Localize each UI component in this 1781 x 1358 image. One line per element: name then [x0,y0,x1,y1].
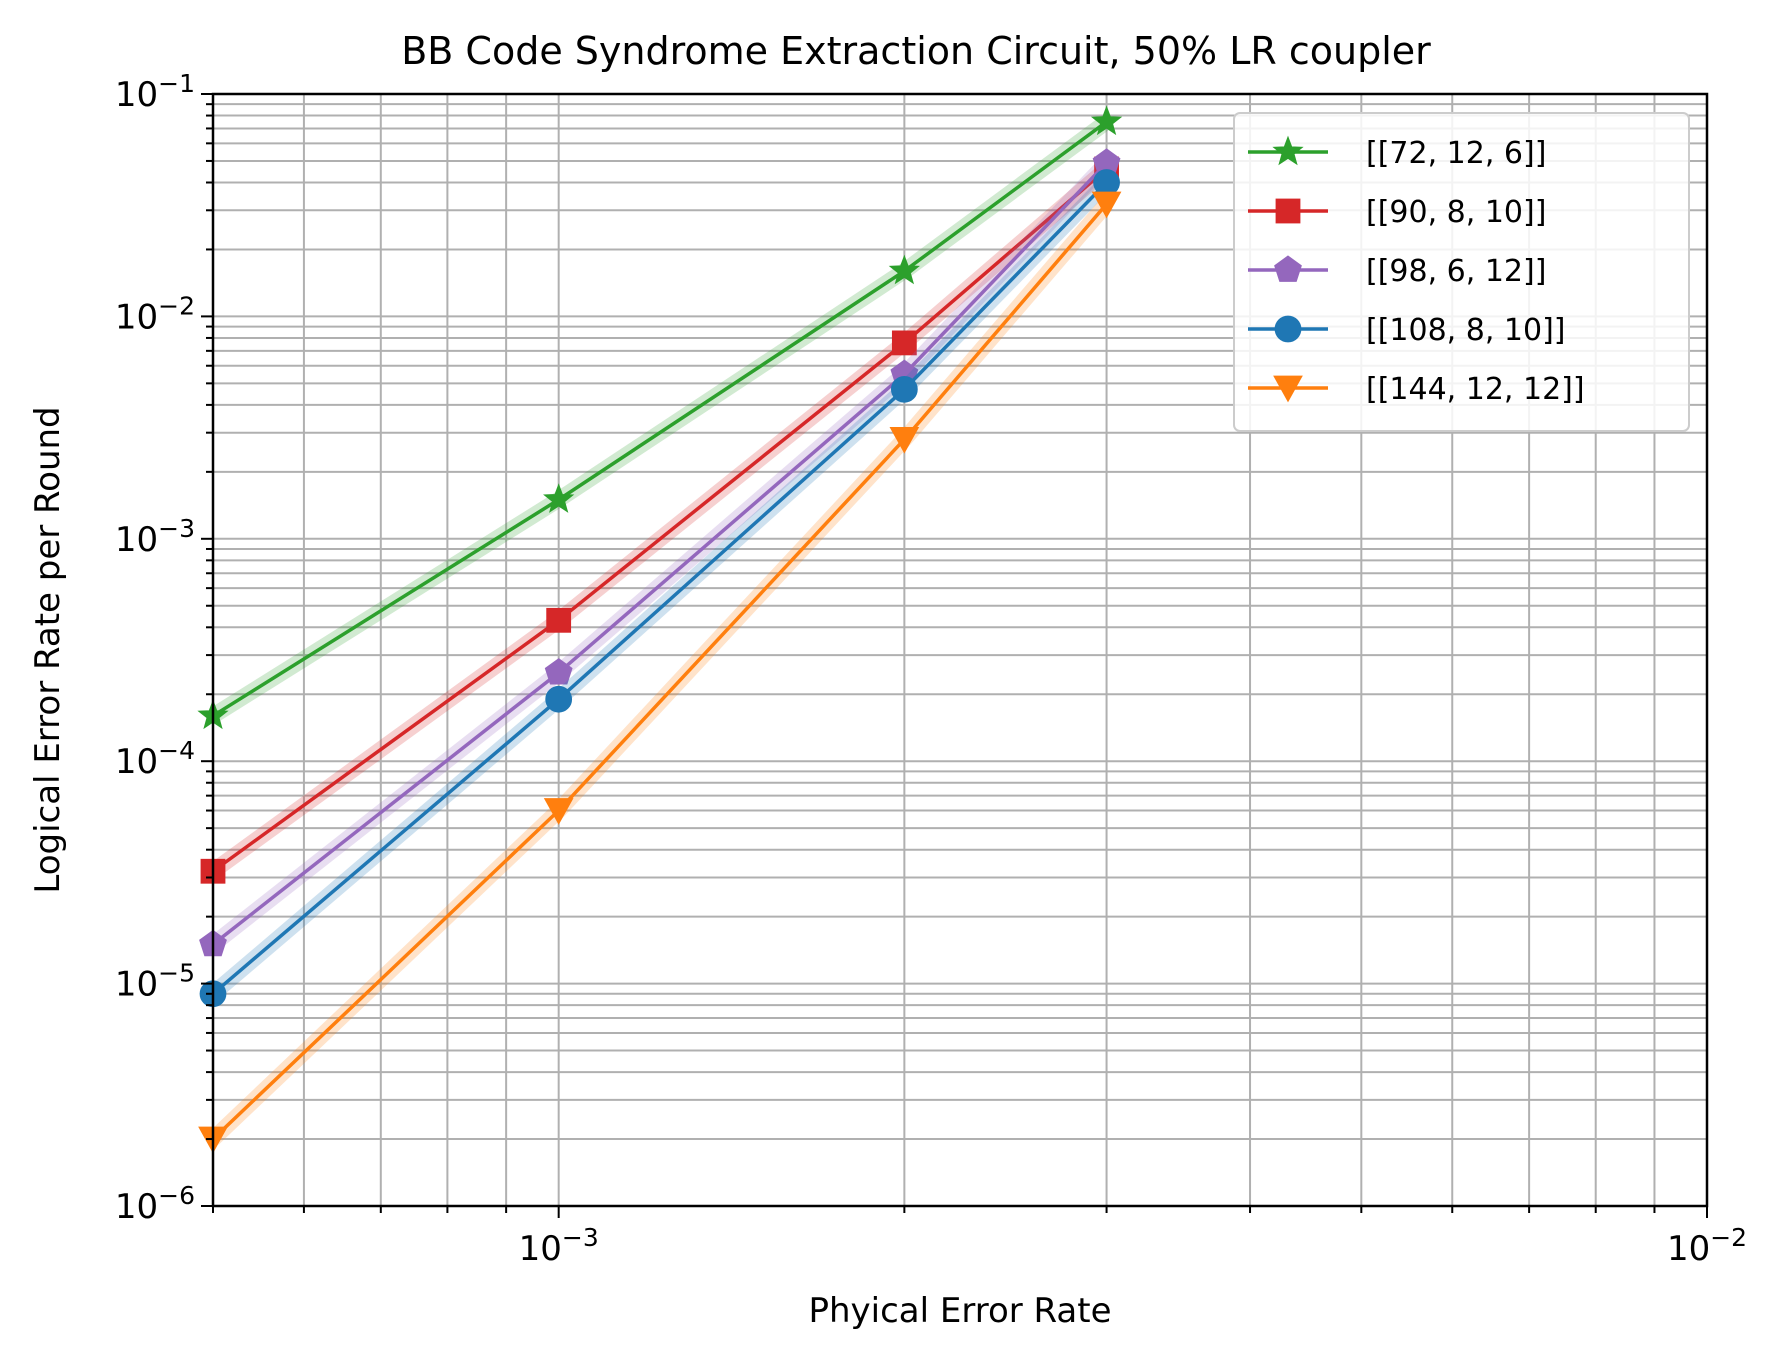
series-line [211,181,1108,996]
data-point [888,254,920,285]
x-axis-label: Phyical Error Rate [808,1291,1111,1331]
series-line [211,202,1108,1141]
data-point [545,685,573,713]
legend-marker [1274,255,1302,282]
legend: [[72, 12, 6]] [[90, 8, 10]] [[98, 6, 12]] [… [1233,112,1690,432]
plot-frame [211,92,1709,1208]
data-point [1090,105,1123,136]
series-line [211,167,1108,873]
data-point [546,607,572,633]
chart-title: BB Code Syndrome Extraction Circuit, 50%… [401,29,1431,73]
legend-label: [[90, 8, 10]] [1366,195,1546,230]
series-error-band [207,198,1113,1145]
y-axis-label: Logical Error Rate per Round [28,406,68,893]
series-3 [199,169,1120,1008]
series-line [212,120,1108,718]
y-tick-label: 10−2 [115,291,195,337]
legend-label: [[72, 12, 6]] [1366,136,1546,171]
data-point [543,798,574,825]
series-layer [197,105,1123,1154]
series-1 [200,156,1119,884]
y-tick-label: 10−4 [115,736,195,782]
legend-marker [1275,198,1301,224]
legend-label: [[98, 6, 12]] [1366,254,1546,289]
legend-box [1233,112,1690,432]
legend-marker [1272,135,1304,166]
x-tick-label: 10−2 [1667,1223,1747,1269]
data-point [890,375,918,403]
series-0 [197,105,1123,730]
data-point [1091,191,1122,219]
data-point [1093,169,1120,196]
y-tick-label: 10−1 [115,69,195,115]
y-tick-label: 10−3 [115,514,195,560]
data-point [891,330,917,356]
series-4 [198,191,1122,1154]
legend-label: [[108, 8, 10]] [1366,313,1565,348]
x-tick-label: 10−3 [519,1223,599,1269]
series-error-band [208,162,1112,878]
y-tick-label: 10−5 [115,959,195,1005]
legend-marker [1273,375,1303,403]
data-point [544,658,573,685]
series-line [211,161,1108,946]
ticks: 10−3 10−2 10−6 10−5 10−4 10−3 10−2 10−1 [115,69,1747,1269]
y-tick-label: 10−6 [115,1181,195,1227]
legend-marker [1274,315,1302,343]
data-point [889,426,920,454]
legend-label: [[144, 12, 12]] [1366,372,1585,407]
data-point [543,483,575,513]
